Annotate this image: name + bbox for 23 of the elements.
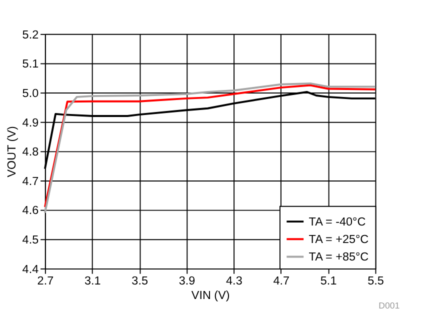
- y-tick-label: 4.9: [22, 116, 39, 130]
- legend-label: TA = -40°C: [308, 215, 366, 228]
- x-tick-label: 2.7: [37, 274, 54, 288]
- y-tick-label: 5.2: [22, 28, 39, 42]
- y-tick-label: 4.8: [22, 146, 40, 159]
- x-axis-title: VIN (V): [191, 289, 230, 302]
- y-tick-label: 5.1: [22, 58, 39, 71]
- x-tick-label: 3.1: [84, 274, 101, 288]
- y-tick-label: 5.0: [22, 86, 40, 100]
- y-tick-label: 4.5: [22, 234, 40, 247]
- x-tick-label: 5.1: [320, 274, 337, 288]
- x-tick-label: 3.9: [178, 274, 196, 288]
- text: D001: [378, 300, 400, 311]
- x-tick-label: 4.3: [226, 274, 242, 288]
- y-axis-title: VOUT (V): [5, 126, 18, 178]
- y-tick-label: 4.7: [22, 174, 39, 188]
- x-tick-label: 5.5: [368, 274, 384, 288]
- legend-label: TA = +25°C: [308, 233, 370, 246]
- y-tick-label: 4.4: [22, 262, 40, 276]
- y-tick-label: 4.6: [22, 204, 39, 218]
- x-tick-label: 3.5: [132, 274, 148, 288]
- x-tick-label: 4.7: [273, 274, 290, 288]
- legend-label: TA = +85°C: [308, 250, 370, 264]
